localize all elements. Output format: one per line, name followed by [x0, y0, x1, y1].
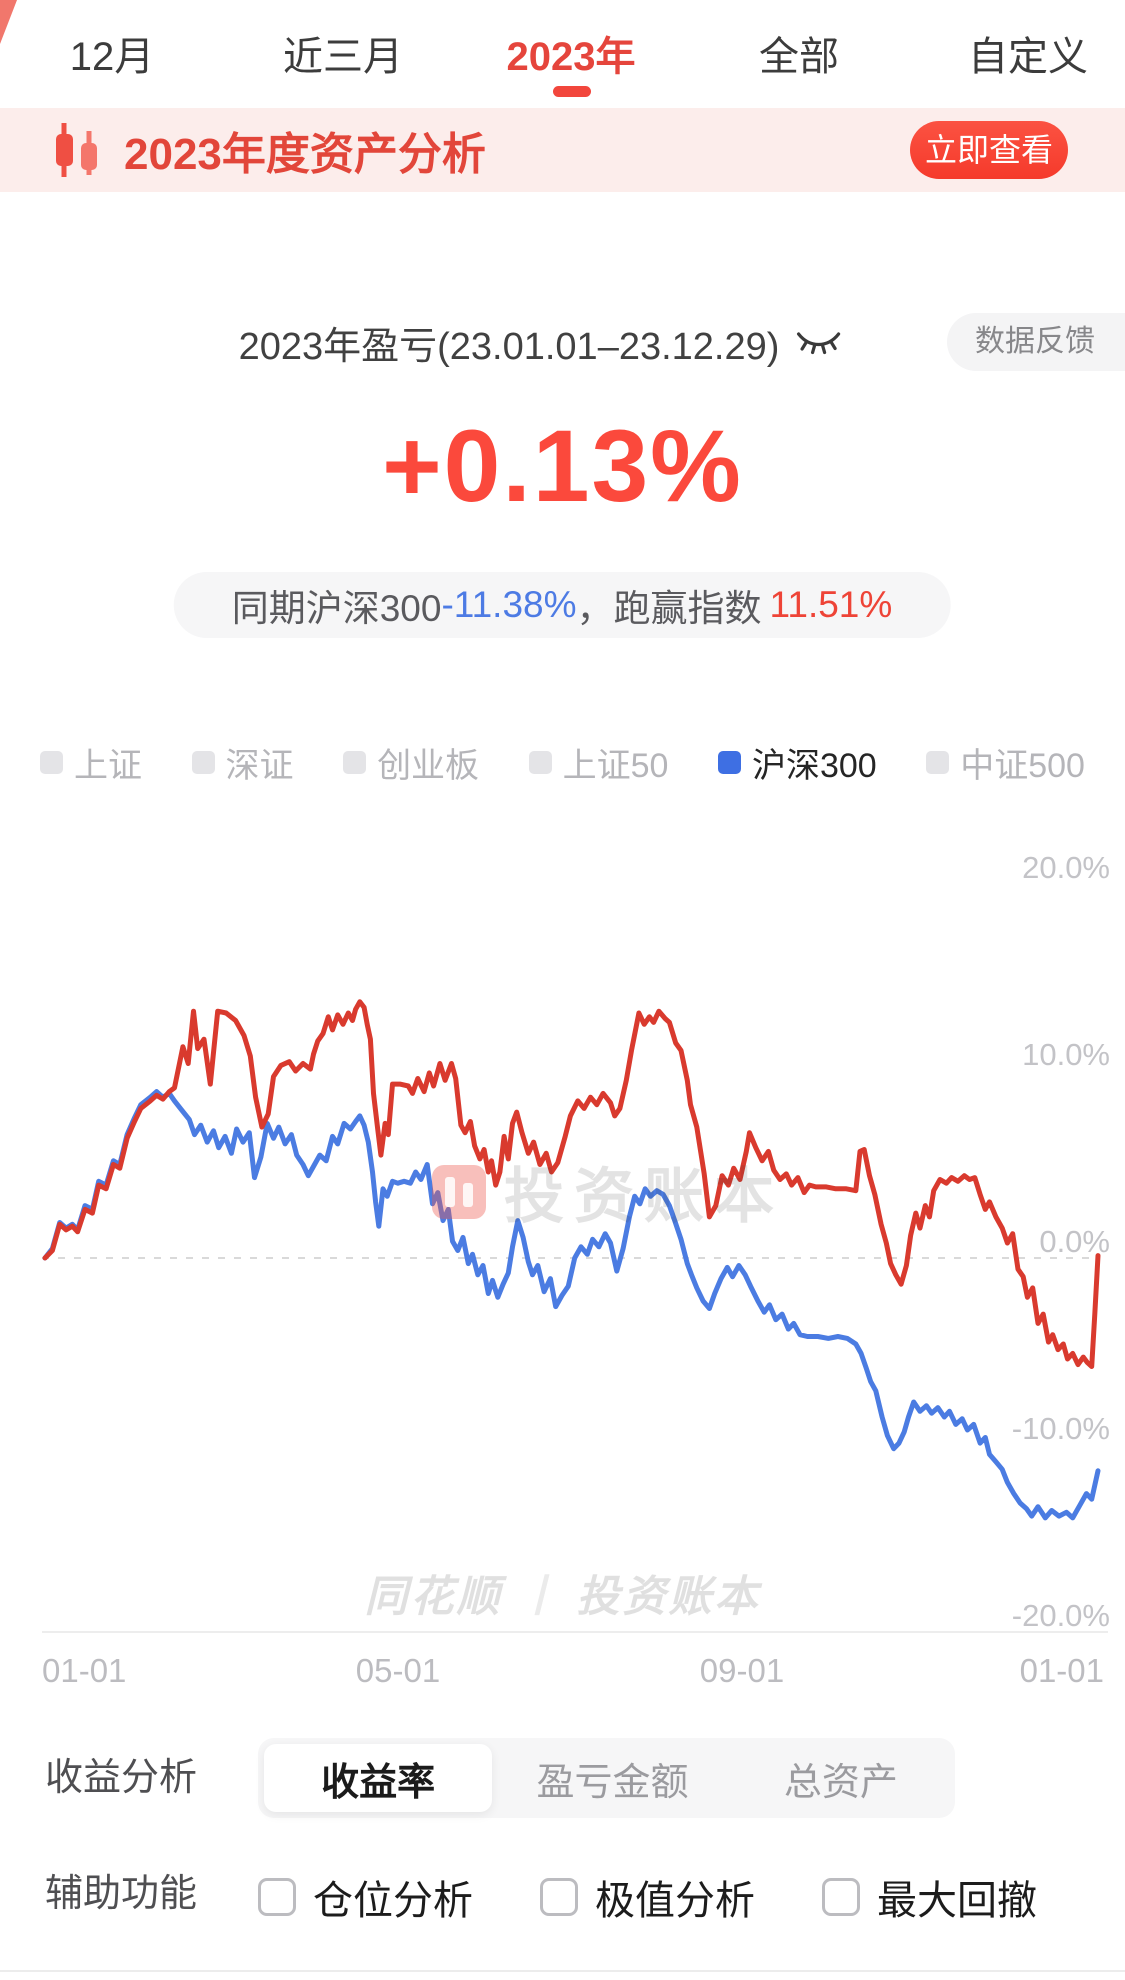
- legend-label: 创业板: [377, 746, 480, 785]
- checkbox-icon: [540, 1878, 578, 1916]
- candlestick-icon: [50, 121, 102, 179]
- corner-accent: [0, 0, 17, 44]
- checkbox-label: 最大回撤: [877, 1879, 1037, 1923]
- legend-swatch-icon: [926, 750, 950, 774]
- metric-segmented-control: 收益率 盈亏金额 总资产: [258, 1738, 955, 1818]
- active-tab-underline: [553, 86, 591, 97]
- y-tick-20: 20.0%: [1022, 850, 1110, 885]
- hushen300-series-line: [42, 1089, 1101, 1521]
- legend-item-chuangyeban[interactable]: 创业板: [343, 738, 479, 787]
- tab-year-2023[interactable]: 2023年: [506, 35, 636, 79]
- profit-line-chart[interactable]: [0, 840, 1125, 1700]
- benchmark-compare-pill: 同期沪深300 -11.38% ，跑赢指数 11.51%: [173, 572, 951, 638]
- annual-report-banner: 2023年度资产分析 立即查看: [0, 108, 1125, 192]
- line-chart-canvas[interactable]: [0, 840, 1125, 1700]
- date-range-tab-bar: 12月 近三月 2023年 全部 自定义: [0, 0, 1125, 104]
- tab-custom[interactable]: 自定义: [968, 35, 1088, 79]
- checkbox-extreme-analysis[interactable]: 极值分析: [540, 1868, 755, 1926]
- legend-item-shangzheng50[interactable]: 上证50: [528, 738, 669, 787]
- legend-item-zhongzheng500[interactable]: 中证500: [926, 738, 1085, 787]
- tab-return-rate[interactable]: 收益率: [264, 1744, 493, 1812]
- y-tick-neg20: -20.0%: [1011, 1598, 1110, 1633]
- data-feedback-badge[interactable]: 数据反馈: [947, 313, 1125, 371]
- compare-prefix: 同期沪深300: [231, 588, 442, 629]
- page-title: 2023年盈亏(23.01.01–23.12.29): [238, 326, 780, 368]
- outperform-prefix: ，跑赢指数: [576, 588, 762, 629]
- legend-swatch-icon: [40, 750, 63, 774]
- checkbox-icon: [258, 1878, 296, 1916]
- tab-profit-amount[interactable]: 盈亏金额: [536, 1761, 689, 1804]
- outperform-value: 11.51%: [769, 584, 893, 625]
- x-tick-jan: 01-01: [42, 1652, 127, 1689]
- checkbox-icon: [822, 1878, 860, 1916]
- y-tick-10: 10.0%: [1022, 1037, 1110, 1072]
- checkbox-label: 极值分析: [595, 1879, 755, 1923]
- account-return-series-line: [42, 999, 1101, 1369]
- view-now-button[interactable]: 立即查看: [910, 121, 1068, 179]
- legend-item-shangzheng[interactable]: 上证: [40, 738, 142, 787]
- index-legend: 上证 深证 创业板 上证50 沪深300 中证500: [40, 738, 1085, 787]
- y-tick-neg10: -10.0%: [1011, 1411, 1110, 1446]
- profit-analysis-row: 收益分析 收益率 盈亏金额 总资产: [0, 1738, 1125, 1818]
- checkbox-position-analysis[interactable]: 仓位分析: [258, 1868, 473, 1926]
- eye-closed-icon[interactable]: [795, 329, 841, 357]
- tab-total-assets[interactable]: 总资产: [783, 1761, 898, 1804]
- tab-december[interactable]: 12月: [69, 35, 155, 79]
- summary-header: 2023年盈亏(23.01.01–23.12.29) 数据反馈: [0, 313, 1125, 375]
- checkbox-label: 仓位分析: [313, 1879, 473, 1923]
- tab-recent-3-months[interactable]: 近三月: [283, 35, 403, 79]
- aux-functions-row: 辅助功能 仓位分析 极值分析 最大回撤: [0, 1868, 1125, 1923]
- y-tick-0: 0.0%: [1039, 1224, 1110, 1259]
- bottom-divider: [0, 1970, 1125, 1972]
- profit-analysis-label: 收益分析: [45, 1757, 198, 1799]
- legend-swatch-icon: [717, 750, 741, 774]
- legend-label: 中证500: [960, 746, 1085, 785]
- aux-functions-label: 辅助功能: [45, 1873, 198, 1915]
- legend-item-shenzheng[interactable]: 深证: [191, 738, 294, 787]
- legend-swatch-icon: [343, 750, 367, 774]
- legend-label: 上证50: [562, 746, 669, 785]
- banner-title: 2023年度资产分析: [124, 130, 486, 179]
- legend-label: 上证: [74, 746, 142, 785]
- x-tick-jan-next: 01-01: [1019, 1652, 1104, 1689]
- tab-all[interactable]: 全部: [759, 35, 839, 79]
- checkbox-max-drawdown[interactable]: 最大回撤: [822, 1868, 1037, 1926]
- x-tick-may: 05-01: [355, 1652, 441, 1689]
- legend-item-hushen300[interactable]: 沪深300: [717, 738, 877, 787]
- legend-swatch-icon: [528, 750, 552, 774]
- index-change-value: -11.38%: [441, 584, 577, 625]
- legend-label: 深证: [225, 746, 294, 785]
- profit-percent-value: +0.13%: [382, 409, 743, 523]
- legend-label: 沪深300: [751, 746, 877, 785]
- x-tick-sep: 09-01: [699, 1652, 785, 1689]
- legend-swatch-icon: [191, 750, 215, 774]
